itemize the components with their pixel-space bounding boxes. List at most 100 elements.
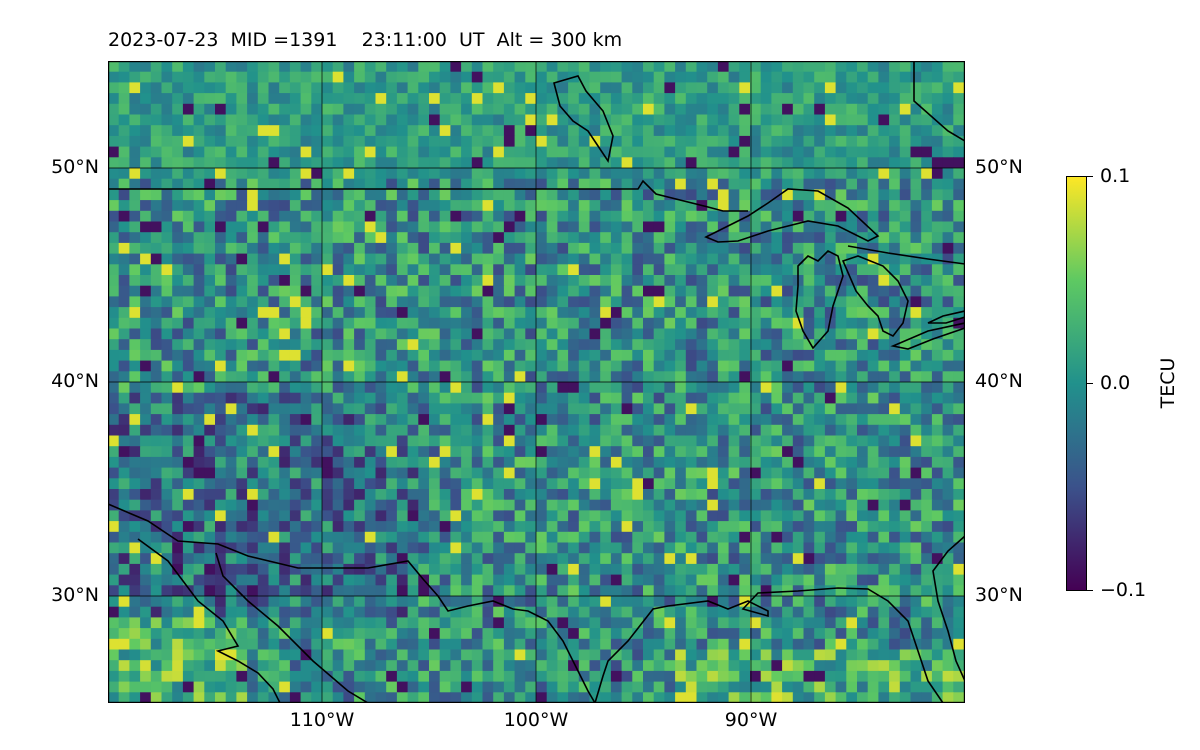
tec-pixel: [150, 606, 163, 618]
tec-pixel: [632, 232, 644, 244]
tec-pixel: [289, 531, 302, 544]
tec-pixel: [536, 135, 548, 148]
tec-pixel: [354, 585, 366, 597]
tec-pixel: [889, 446, 901, 458]
tec-pixel: [921, 382, 933, 394]
tec-pixel: [621, 114, 633, 126]
tec-pixel: [332, 424, 344, 437]
tec-pixel: [108, 585, 120, 597]
tec-pixel: [675, 317, 687, 330]
tec-pixel: [525, 478, 537, 490]
tec-pixel: [632, 424, 644, 437]
tec-pixel: [225, 157, 237, 169]
tec-pixel: [610, 317, 623, 330]
tec-pixel: [942, 574, 954, 586]
tec-pixel: [161, 382, 173, 394]
tec-pixel: [857, 424, 869, 437]
tec-pixel: [707, 200, 719, 212]
tec-pixel: [536, 414, 548, 426]
tec-pixel: [140, 585, 152, 597]
tec-pixel: [824, 189, 837, 201]
tec-pixel: [311, 392, 323, 404]
tec-pixel: [782, 510, 794, 522]
tec-pixel: [215, 574, 227, 586]
tec-pixel: [792, 392, 805, 404]
tec-pixel: [589, 264, 601, 276]
tec-pixel: [589, 649, 601, 661]
tec-pixel: [664, 339, 676, 351]
tec-pixel: [557, 435, 569, 447]
tec-pixel: [204, 542, 216, 554]
tec-pixel: [664, 478, 676, 490]
tec-pixel: [739, 146, 751, 158]
tec-pixel: [867, 392, 879, 404]
tec-pixel: [215, 478, 227, 490]
tec-pixel: [653, 617, 665, 629]
tec-pixel: [236, 446, 248, 458]
tec-pixel: [931, 563, 944, 576]
tec-pixel: [953, 489, 965, 501]
tec-pixel: [514, 574, 526, 586]
tec-pixel: [322, 168, 334, 180]
tec-pixel: [503, 275, 516, 287]
tec-pixel: [215, 596, 227, 608]
tec-pixel: [782, 392, 794, 404]
tec-pixel: [450, 125, 462, 137]
tec-pixel: [322, 585, 334, 597]
tec-pixel: [247, 221, 259, 233]
tec-pixel: [429, 563, 441, 576]
tec-pixel: [386, 553, 398, 565]
tec-pixel: [728, 521, 740, 533]
tec-pixel: [739, 307, 751, 319]
tec-pixel: [942, 264, 954, 276]
tec-pixel: [225, 489, 237, 501]
tec-pixel: [867, 178, 879, 190]
tec-pixel: [750, 146, 762, 158]
tec-pixel: [150, 307, 163, 319]
tec-pixel: [643, 660, 655, 672]
tec-pixel: [215, 168, 227, 180]
tec-pixel: [750, 339, 762, 351]
tec-pixel: [407, 456, 419, 469]
tec-pixel: [215, 670, 227, 683]
tec-pixel: [942, 382, 954, 394]
tec-pixel: [215, 264, 227, 276]
tec-pixel: [407, 521, 419, 533]
tec-pixel: [247, 617, 259, 629]
tec-pixel: [461, 189, 473, 201]
tec-pixel: [675, 264, 687, 276]
tec-pixel: [878, 125, 890, 137]
tec-pixel: [921, 307, 933, 319]
tec-pixel: [931, 489, 944, 501]
tec-pixel: [140, 563, 152, 576]
tec-pixel: [824, 82, 837, 94]
tec-pixel: [247, 360, 259, 372]
tec-pixel: [204, 456, 216, 469]
tec-pixel: [814, 189, 826, 201]
tec-pixel: [386, 103, 398, 116]
tec-pixel: [910, 253, 922, 265]
tec-pixel: [878, 168, 890, 180]
tec-pixel: [172, 200, 184, 212]
tec-pixel: [204, 135, 216, 148]
tec-pixel: [354, 296, 366, 308]
tec-pixel: [225, 521, 237, 533]
tec-pixel: [289, 157, 302, 169]
tec-pixel: [889, 617, 901, 629]
tec-pixel: [140, 253, 152, 265]
tec-pixel: [557, 275, 569, 287]
tec-pixel: [921, 617, 933, 629]
tec-pixel: [653, 649, 665, 661]
tec-pixel: [418, 168, 430, 180]
tec-pixel: [140, 521, 152, 533]
tec-pixel: [632, 114, 644, 126]
tec-pixel: [610, 371, 623, 383]
tec-pixel: [546, 521, 558, 533]
tec-pixel: [182, 499, 195, 511]
tec-pixel: [396, 242, 409, 255]
tec-pixel: [600, 242, 612, 255]
tec-pixel: [824, 146, 837, 158]
tec-pixel: [536, 114, 548, 126]
tec-pixel: [536, 424, 548, 437]
tec-pixel: [493, 371, 505, 383]
